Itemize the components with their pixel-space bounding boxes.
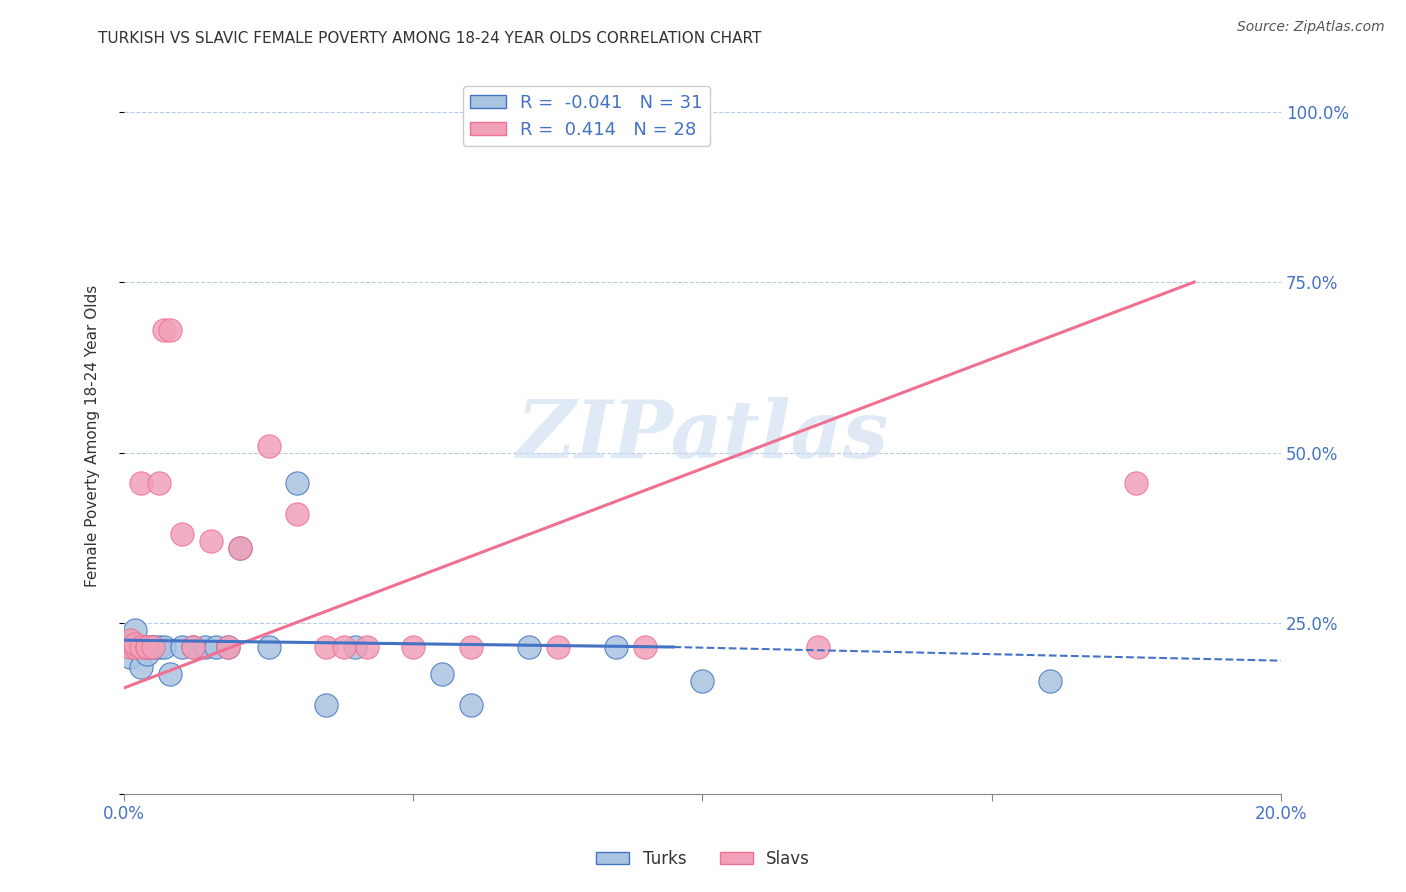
Point bbox=[460, 640, 482, 654]
Point bbox=[183, 640, 205, 654]
Point bbox=[228, 541, 250, 555]
Point bbox=[129, 640, 152, 654]
Point bbox=[460, 698, 482, 712]
Point bbox=[124, 637, 146, 651]
Point bbox=[807, 640, 830, 654]
Point bbox=[159, 667, 181, 681]
Point bbox=[517, 640, 540, 654]
Point bbox=[315, 640, 337, 654]
Point bbox=[402, 640, 425, 654]
Y-axis label: Female Poverty Among 18-24 Year Olds: Female Poverty Among 18-24 Year Olds bbox=[86, 285, 100, 587]
Point bbox=[159, 323, 181, 337]
Point bbox=[118, 633, 141, 648]
Point bbox=[170, 527, 193, 541]
Point bbox=[332, 640, 354, 654]
Point bbox=[118, 633, 141, 648]
Point bbox=[228, 541, 250, 555]
Point bbox=[124, 637, 146, 651]
Point bbox=[136, 640, 159, 654]
Text: Source: ZipAtlas.com: Source: ZipAtlas.com bbox=[1237, 20, 1385, 34]
Point bbox=[287, 507, 309, 521]
Point bbox=[142, 640, 165, 654]
Point bbox=[129, 640, 152, 654]
Legend: R =  -0.041   N = 31, R =  0.414   N = 28: R = -0.041 N = 31, R = 0.414 N = 28 bbox=[463, 87, 710, 146]
Point bbox=[217, 640, 239, 654]
Point bbox=[217, 640, 239, 654]
Point bbox=[136, 640, 159, 654]
Point bbox=[118, 650, 141, 665]
Point bbox=[142, 640, 165, 654]
Point bbox=[124, 623, 146, 637]
Legend: Turks, Slavs: Turks, Slavs bbox=[589, 844, 817, 875]
Point bbox=[692, 674, 714, 689]
Point bbox=[430, 667, 453, 681]
Point bbox=[194, 640, 217, 654]
Point bbox=[547, 640, 569, 654]
Point bbox=[129, 476, 152, 491]
Point bbox=[356, 640, 378, 654]
Point bbox=[129, 660, 152, 674]
Point bbox=[136, 647, 159, 661]
Point bbox=[118, 640, 141, 654]
Point bbox=[118, 640, 141, 654]
Point bbox=[170, 640, 193, 654]
Text: TURKISH VS SLAVIC FEMALE POVERTY AMONG 18-24 YEAR OLDS CORRELATION CHART: TURKISH VS SLAVIC FEMALE POVERTY AMONG 1… bbox=[98, 31, 762, 46]
Point bbox=[153, 323, 176, 337]
Point bbox=[205, 640, 228, 654]
Point bbox=[315, 698, 337, 712]
Point bbox=[257, 439, 280, 453]
Point bbox=[200, 534, 222, 549]
Point bbox=[257, 640, 280, 654]
Point bbox=[148, 476, 170, 491]
Point bbox=[183, 640, 205, 654]
Point bbox=[287, 476, 309, 491]
Text: ZIPatlas: ZIPatlas bbox=[516, 397, 889, 475]
Point bbox=[605, 640, 627, 654]
Point bbox=[136, 640, 159, 654]
Point bbox=[124, 640, 146, 654]
Point bbox=[633, 640, 655, 654]
Point bbox=[142, 640, 165, 654]
Point bbox=[344, 640, 367, 654]
Point bbox=[153, 640, 176, 654]
Point bbox=[148, 640, 170, 654]
Point bbox=[1125, 476, 1147, 491]
Point bbox=[124, 640, 146, 654]
Point bbox=[1038, 674, 1060, 689]
